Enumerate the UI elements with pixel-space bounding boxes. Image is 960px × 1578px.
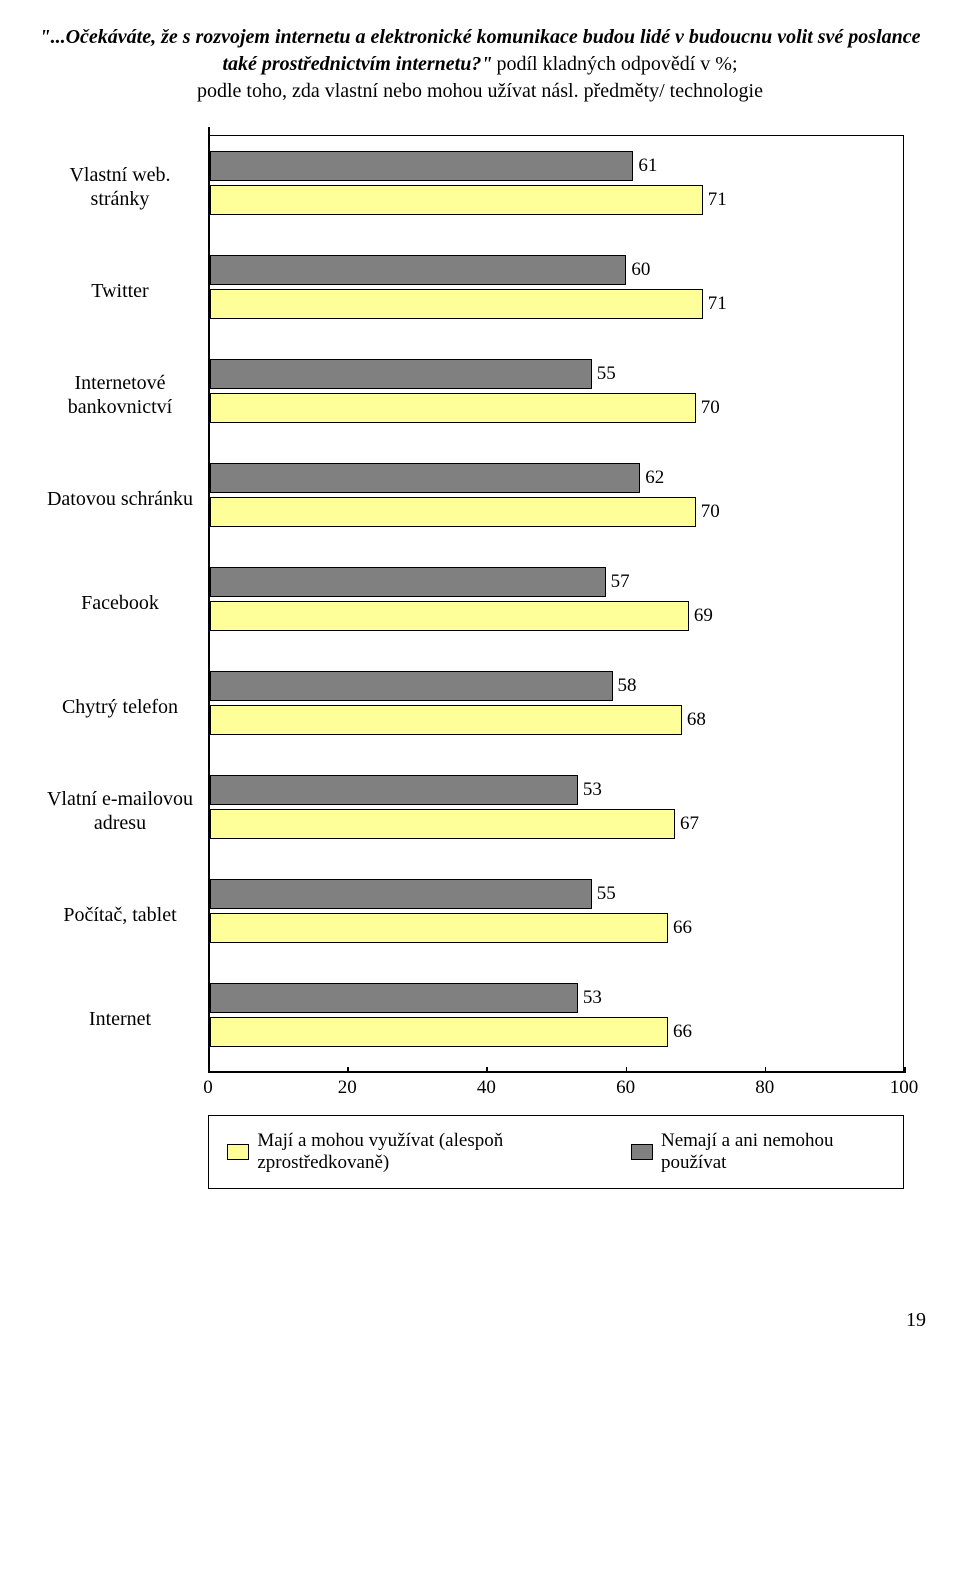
bar-value-label: 66: [667, 1021, 692, 1043]
legend-swatch-a: [631, 1144, 653, 1160]
bar-group: Internet5366: [210, 967, 904, 1071]
x-tick-label: 80: [755, 1077, 774, 1099]
bar-value-label: 60: [625, 259, 650, 281]
legend-item-a: Nemají a ani nemohou používat: [631, 1130, 885, 1174]
legend-item-b: Mají a mohou využívat (alespoň zprostřed…: [227, 1130, 611, 1174]
bar-value-label: 71: [702, 293, 727, 315]
bar-value-label: 70: [695, 501, 720, 523]
x-axis-ticks: 020406080100: [208, 1073, 904, 1101]
chart-plot-area: Vlastní web. stránky6171Twitter6071Inter…: [208, 127, 904, 1073]
x-tick-mark: [347, 1067, 349, 1073]
bar-series-b: 70: [210, 393, 696, 423]
bar-series-b: 68: [210, 705, 682, 735]
category-label: Internetové bankovnictví: [32, 371, 210, 419]
bar-value-label: 53: [577, 987, 602, 1009]
bar-value-label: 61: [632, 155, 657, 177]
category-label: Vlatní e-mailovou adresu: [32, 787, 210, 835]
bar-series-b: 66: [210, 1017, 668, 1047]
bar-series-a: 61: [210, 151, 633, 181]
bar-group: Počítač, tablet5566: [210, 863, 904, 967]
bar-value-label: 58: [612, 675, 637, 697]
bar-series-a: 62: [210, 463, 640, 493]
bar-value-label: 67: [674, 813, 699, 835]
category-label: Počítač, tablet: [32, 903, 210, 927]
legend-label-b: Mají a mohou využívat (alespoň zprostřed…: [257, 1130, 610, 1174]
bar-series-a: 57: [210, 567, 606, 597]
bar-series-b: 66: [210, 913, 668, 943]
bar-group: Facebook5769: [210, 551, 904, 655]
category-label: Twitter: [32, 279, 210, 303]
title-line-1: "...Očekáváte, že s rozvojem internetu a…: [39, 26, 920, 75]
bar-series-b: 71: [210, 289, 703, 319]
chart-title-block: "...Očekáváte, že s rozvojem internetu a…: [28, 24, 932, 105]
x-tick-mark: [904, 1067, 906, 1073]
bar-value-label: 57: [605, 571, 630, 593]
bar-value-label: 55: [591, 883, 616, 905]
bar-group: Chytrý telefon5868: [210, 655, 904, 759]
bar-value-label: 55: [591, 363, 616, 385]
x-tick-mark: [486, 1067, 488, 1073]
category-label: Chytrý telefon: [32, 695, 210, 719]
bar-value-label: 66: [667, 917, 692, 939]
bar-series-a: 60: [210, 255, 626, 285]
bar-value-label: 71: [702, 189, 727, 211]
bar-series-b: 71: [210, 185, 703, 215]
title-line-3: podle toho, zda vlastní nebo mohou užíva…: [197, 80, 763, 102]
x-tick-label: 0: [203, 1077, 213, 1099]
category-label: Facebook: [32, 591, 210, 615]
bar-value-label: 53: [577, 779, 602, 801]
category-label: Internet: [32, 1007, 210, 1031]
bar-series-a: 55: [210, 359, 592, 389]
x-tick-label: 100: [890, 1077, 919, 1099]
x-tick-label: 60: [616, 1077, 635, 1099]
bar-value-label: 68: [681, 709, 706, 731]
bar-series-b: 69: [210, 601, 689, 631]
bar-series-b: 70: [210, 497, 696, 527]
category-label: Datovou schránku: [32, 487, 210, 511]
x-tick-mark: [765, 1067, 767, 1073]
chart-legend: Mají a mohou využívat (alespoň zprostřed…: [208, 1115, 904, 1189]
bar-group: Vlatní e-mailovou adresu5367: [210, 759, 904, 863]
bar-group: Vlastní web. stránky6171: [210, 135, 904, 239]
bar-series-a: 58: [210, 671, 613, 701]
x-tick-label: 40: [477, 1077, 496, 1099]
title-line-2: podíl kladných odpovědí v %;: [496, 53, 737, 75]
x-tick-mark: [208, 1067, 210, 1073]
x-tick-mark: [626, 1067, 628, 1073]
category-label: Vlastní web. stránky: [32, 163, 210, 211]
bar-series-b: 67: [210, 809, 675, 839]
bar-series-a: 53: [210, 775, 578, 805]
bar-value-label: 62: [639, 467, 664, 489]
x-tick-label: 20: [338, 1077, 357, 1099]
page-number: 19: [28, 1309, 932, 1332]
bar-series-a: 55: [210, 879, 592, 909]
legend-label-a: Nemají a ani nemohou používat: [661, 1130, 885, 1174]
bar-value-label: 70: [695, 397, 720, 419]
bar-group: Twitter6071: [210, 239, 904, 343]
bar-group: Datovou schránku6270: [210, 447, 904, 551]
bar-series-a: 53: [210, 983, 578, 1013]
bar-value-label: 69: [688, 605, 713, 627]
bar-group: Internetové bankovnictví5570: [210, 343, 904, 447]
legend-swatch-b: [227, 1144, 249, 1160]
